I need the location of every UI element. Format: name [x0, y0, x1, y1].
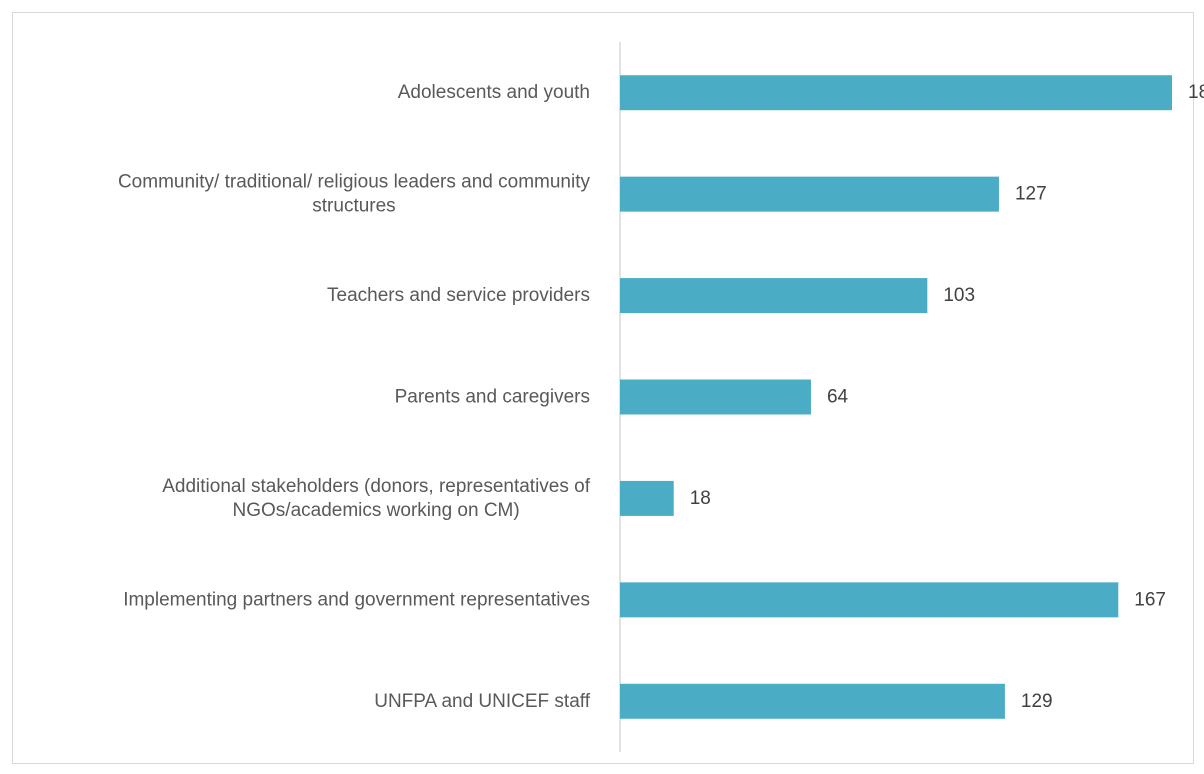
- value-label-0: 185: [1188, 82, 1204, 103]
- category-label-6-line-0: UNFPA and UNICEF staff: [374, 691, 590, 712]
- value-label-5: 167: [1134, 589, 1166, 610]
- bar-group: 185 Adolescents and youth 127 Community/ tr…: [118, 75, 1204, 719]
- category-label-3-line-0: Parents and caregivers: [395, 387, 590, 408]
- category-label-2-line-0: Teachers and service providers: [327, 285, 590, 306]
- value-label-1: 127: [1015, 184, 1047, 205]
- category-label-4-line-0: Additional stakeholders (donors, represe…: [162, 476, 590, 497]
- chart-frame: [12, 12, 1194, 764]
- category-label-5-line-0: Implementing partners and government rep…: [123, 589, 590, 610]
- value-label-4: 18: [690, 488, 711, 509]
- bar-2: [620, 278, 928, 314]
- value-label-3: 64: [827, 387, 849, 408]
- category-label-0-line-0: Adolescents and youth: [398, 82, 590, 103]
- value-label-2: 103: [943, 285, 975, 306]
- category-label-1-line-1: structures: [312, 196, 395, 217]
- bar-4: [620, 480, 674, 516]
- value-label-6: 129: [1021, 691, 1053, 712]
- bar-5: [620, 582, 1119, 618]
- category-label-1-line-0: Community/ traditional/ religious leader…: [118, 172, 591, 193]
- bar-0: [620, 75, 1172, 111]
- bar-3: [620, 379, 811, 415]
- bar-1: [620, 176, 999, 212]
- category-label-4-line-1: NGOs/academics working on CM): [233, 500, 520, 521]
- bar-6: [620, 683, 1005, 719]
